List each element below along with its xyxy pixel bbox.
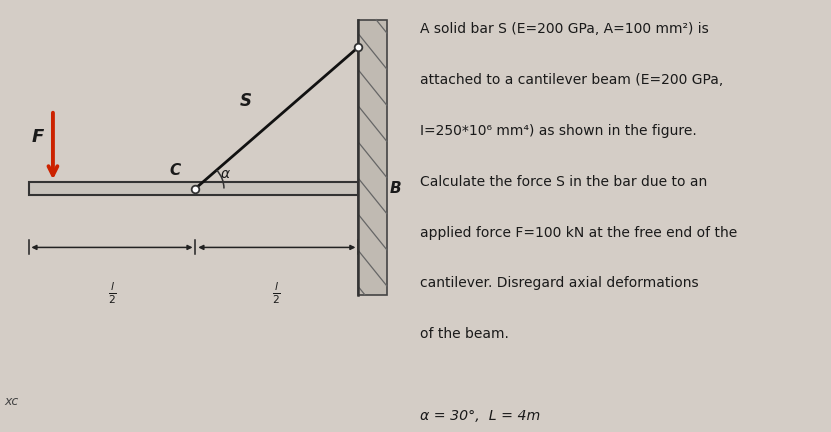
- Text: A solid bar S (E=200 GPa, A=100 mm²) is: A solid bar S (E=200 GPa, A=100 mm²) is: [420, 22, 709, 35]
- Text: α = 30°,  L = 4m: α = 30°, L = 4m: [420, 409, 540, 422]
- Bar: [28, 182, 358, 195]
- Text: attached to a cantilever beam (E=200 GPa,: attached to a cantilever beam (E=200 GPa…: [420, 73, 723, 86]
- Text: C: C: [169, 163, 180, 178]
- Text: $\frac{l}{2}$: $\frac{l}{2}$: [273, 281, 281, 306]
- Text: xc: xc: [4, 394, 18, 407]
- Text: I=250*10⁶ mm⁴) as shown in the figure.: I=250*10⁶ mm⁴) as shown in the figure.: [420, 124, 696, 137]
- Text: of the beam.: of the beam.: [420, 327, 509, 341]
- Text: applied force F=100 kN at the free end of the: applied force F=100 kN at the free end o…: [420, 226, 737, 239]
- Text: $\frac{l}{2}$: $\frac{l}{2}$: [107, 281, 116, 306]
- Text: Calculate the force S in the bar due to an: Calculate the force S in the bar due to …: [420, 175, 707, 188]
- Text: F: F: [32, 128, 44, 146]
- Text: α: α: [221, 166, 230, 181]
- Text: cantilever. Disregard axial deformations: cantilever. Disregard axial deformations: [420, 276, 699, 290]
- Text: S: S: [240, 92, 253, 110]
- Bar: [358, 19, 387, 295]
- Text: B: B: [390, 181, 401, 196]
